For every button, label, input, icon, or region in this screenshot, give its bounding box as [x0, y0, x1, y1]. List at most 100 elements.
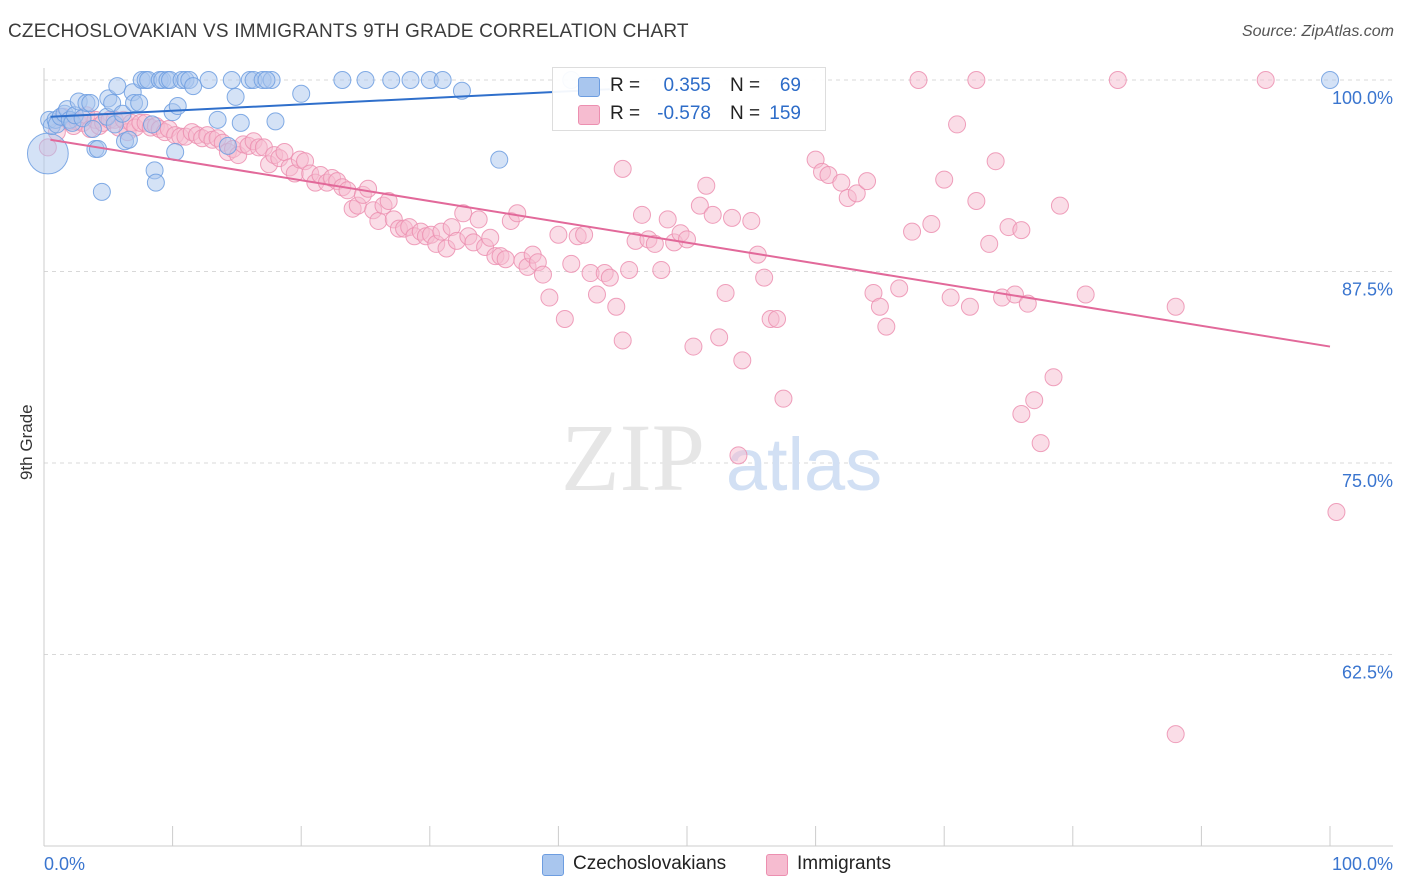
immigrants-point [742, 211, 761, 230]
source-credit: Source: ZipAtlas.com [1241, 23, 1394, 40]
czechoslovakians-point [146, 173, 165, 192]
y-tick-label: 87.5% [1342, 280, 1393, 300]
immigrants-point [967, 71, 986, 89]
immigrants-point [733, 351, 752, 370]
axes [43, 68, 1393, 847]
immigrants-point [986, 152, 1005, 171]
immigrants-point [575, 225, 594, 244]
immigrants-point [549, 225, 568, 244]
immigrants-point [369, 211, 388, 230]
immigrants-point [1050, 196, 1069, 215]
immigrants-point [613, 159, 632, 178]
immigrants-point [710, 328, 729, 347]
czechoslovakians-point [208, 110, 227, 129]
x-tick-label: 100.0% [1332, 854, 1393, 874]
immigrants-point [496, 250, 515, 269]
immigrants-point [555, 309, 574, 328]
y-tick-label: 62.5% [1342, 663, 1393, 683]
czechoslovakians-point [92, 182, 111, 201]
series-czechoslovakians-points [26, 71, 1339, 201]
immigrants-point [922, 215, 941, 234]
czechoslovakians-point [81, 93, 100, 112]
czechoslovakians-point [119, 130, 138, 149]
czechoslovakians-point [199, 71, 218, 89]
immigrants-point [533, 265, 552, 284]
immigrants-trend-line [50, 138, 1331, 348]
legend-r-value: -0.578 [657, 103, 711, 124]
czechoslovakians-point [168, 97, 187, 116]
immigrants-point [632, 205, 651, 224]
immigrants-point [832, 173, 851, 192]
immigrants-point [359, 179, 378, 198]
legend-label: Immigrants [797, 853, 891, 874]
czechoslovakians-point [292, 84, 311, 103]
czechoslovakians-trend-line [50, 88, 610, 118]
zipatlas-watermark: ZIP atlas [561, 404, 882, 511]
immigrants-point [960, 297, 979, 316]
immigrants-point [1256, 71, 1275, 89]
immigrants-point [607, 297, 626, 316]
czechoslovakians-point [143, 115, 162, 134]
legend-n-value: 69 [779, 75, 801, 96]
immigrants-point [1166, 297, 1185, 316]
immigrants-point [755, 268, 774, 287]
immigrants-point [903, 222, 922, 241]
immigrants-point [469, 210, 488, 229]
immigrants-point [1166, 725, 1185, 744]
immigrants-point [613, 331, 632, 350]
immigrants-point [678, 230, 696, 249]
immigrants-point [379, 192, 398, 211]
czechoslovakians-point [452, 81, 471, 100]
trend-lines [50, 88, 1331, 348]
immigrants-point [587, 285, 606, 304]
x-tick-label: 0.0% [44, 854, 85, 874]
y-tick-label: 100.0% [1332, 88, 1393, 108]
correlation-legend: R = 0.355 N = 69 R = -0.578 N = 159 [552, 67, 826, 131]
czechoslovakians-point [356, 71, 375, 89]
legend-r-label: R = [610, 103, 641, 124]
chart-title: CZECHOSLOVAKIAN VS IMMIGRANTS 9TH GRADE … [8, 21, 689, 42]
immigrants-point [697, 176, 716, 195]
immigrants-point [948, 115, 967, 134]
immigrants-point [481, 228, 500, 247]
immigrants-point [600, 268, 619, 287]
immigrants-point [540, 288, 559, 307]
legend-r-label: R = [610, 75, 641, 96]
immigrants-point [338, 181, 357, 200]
legend-swatch-blue [542, 854, 564, 876]
immigrants-point [684, 337, 703, 356]
czechoslovakians-point [226, 87, 245, 106]
czechoslovakians-point [108, 77, 127, 96]
immigrants-point [1018, 294, 1037, 313]
immigrants-point [723, 208, 742, 227]
czechoslovakians-point [382, 71, 401, 89]
immigrants-point [890, 279, 909, 298]
legend-swatch-pink [578, 105, 600, 125]
watermark-atlas: atlas [726, 423, 882, 506]
immigrants-point [620, 260, 639, 279]
czechoslovakians-point [401, 71, 420, 89]
czechoslovakians-point [26, 132, 69, 175]
immigrants-point [1025, 391, 1044, 410]
legend-row-czechoslovakians: R = 0.355 N = 69 [553, 72, 825, 100]
immigrants-point [768, 309, 787, 328]
immigrants-point [562, 254, 581, 273]
immigrants-point [690, 196, 709, 215]
czechoslovakians-point [433, 71, 452, 89]
immigrants-point [847, 184, 866, 203]
series-legend: Czechoslovakians Immigrants [0, 852, 1406, 878]
immigrants-point [729, 446, 748, 465]
legend-r-value: 0.355 [663, 75, 711, 96]
legend-n-label: N = [730, 75, 761, 96]
immigrants-point [703, 205, 722, 224]
czechoslovakians-point [1321, 71, 1339, 89]
immigrants-point [941, 288, 960, 307]
gridlines [44, 79, 1393, 655]
tick-labels: 100.0% 87.5% 75.0% 62.5% 0.0% 100.0% [44, 88, 1393, 874]
legend-label: Czechoslovakians [573, 853, 727, 874]
legend-n-value: 159 [769, 103, 801, 124]
immigrants-point [645, 234, 664, 253]
czechoslovakians-point [257, 71, 276, 89]
immigrants-point [935, 170, 954, 189]
